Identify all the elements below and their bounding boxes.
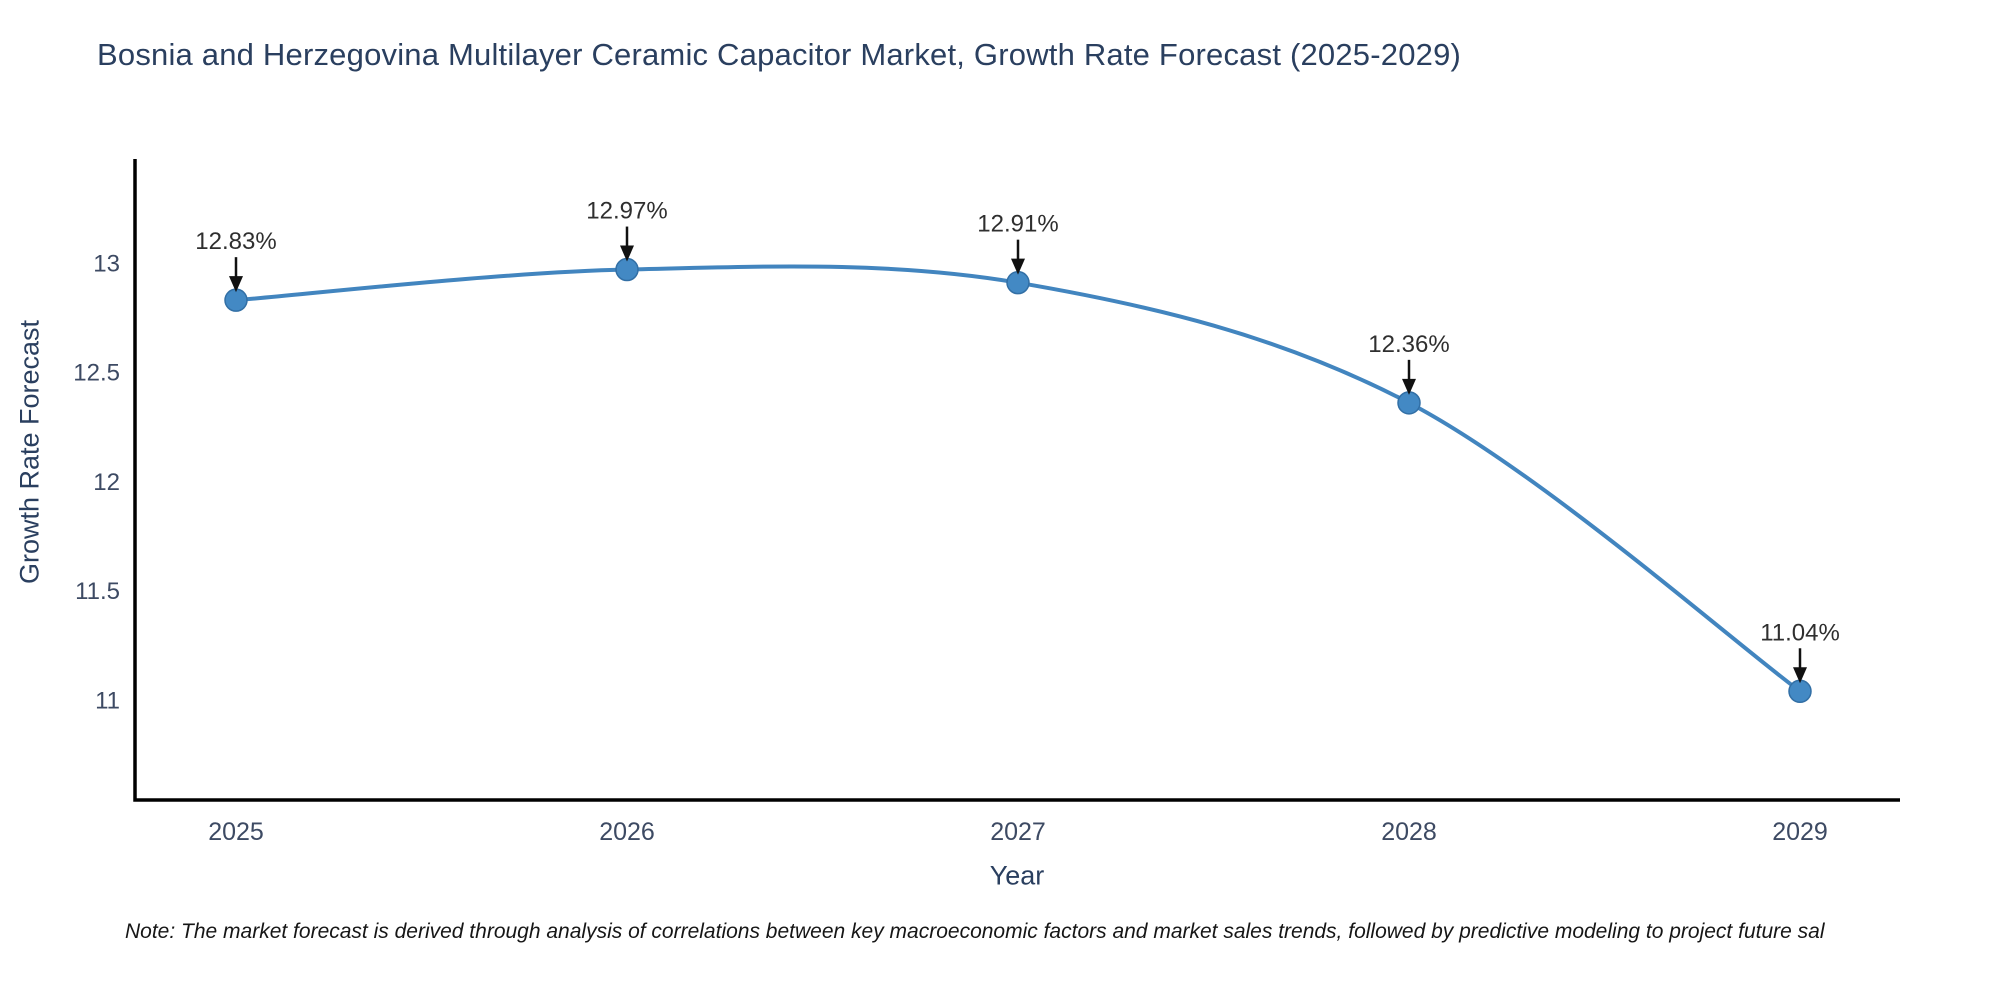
chart-title: Bosnia and Herzegovina Multilayer Cerami…	[97, 37, 1462, 72]
x-axis-title: Year	[989, 860, 1045, 891]
x-tick-label: 2028	[1381, 818, 1437, 846]
data-point-label: 11.04%	[1760, 619, 1840, 646]
data-point-label: 12.97%	[586, 198, 667, 225]
annotation-arrow-head	[1793, 667, 1807, 684]
footnote: Note: The market forecast is derived thr…	[125, 920, 1825, 943]
x-tick-label: 2029	[1772, 818, 1828, 846]
x-tick-label: 2025	[208, 818, 264, 846]
data-point-marker	[224, 288, 248, 312]
y-tick-label: 12.5	[73, 360, 120, 387]
annotation-arrow-head	[1402, 378, 1416, 395]
data-point-label: 12.83%	[195, 228, 276, 255]
x-tick-label: 2026	[599, 818, 655, 846]
data-point-marker	[1788, 679, 1812, 704]
data-point-label: 12.36%	[1368, 331, 1449, 358]
annotation-arrow-head	[1011, 258, 1025, 275]
data-point-marker	[1397, 391, 1421, 415]
y-tick-label: 11	[95, 687, 120, 714]
y-tick-label: 13	[93, 250, 120, 277]
data-point-marker	[615, 257, 639, 282]
y-axis-title: Growth Rate Forecast	[14, 319, 45, 585]
annotation-arrow-head	[229, 276, 243, 293]
forecast-line	[234, 264, 1802, 694]
data-point-marker	[1006, 270, 1030, 295]
x-tick-label: 2027	[990, 818, 1046, 846]
y-tick-label: 12	[93, 469, 120, 496]
annotation-arrow-head	[620, 245, 634, 262]
axis-lines	[133, 159, 1900, 802]
data-point-label: 12.91%	[977, 211, 1058, 238]
y-tick-label: 11.5	[75, 578, 120, 605]
